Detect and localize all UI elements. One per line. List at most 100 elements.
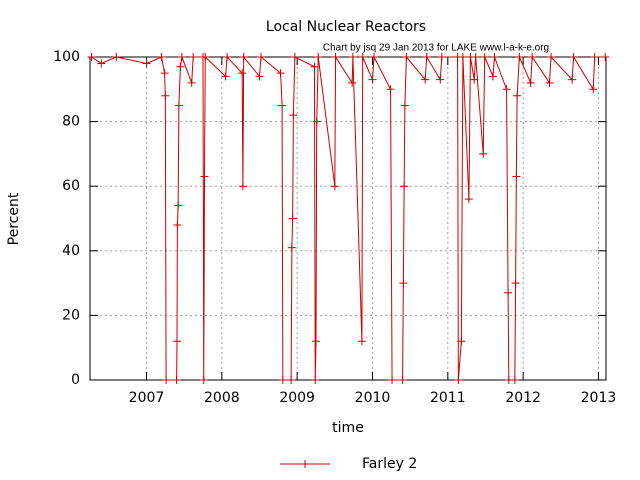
data-point: [314, 53, 323, 61]
data-point: [545, 78, 554, 87]
data-point: [311, 376, 320, 384]
x-tick-label: 2011: [430, 390, 466, 406]
data-point: [512, 172, 521, 181]
data-point: [256, 53, 265, 61]
data-point: [310, 62, 319, 71]
data-point: [388, 376, 397, 384]
data-point: [480, 53, 489, 61]
data-point: [436, 75, 445, 84]
x-tick-label: 2012: [505, 390, 541, 406]
x-tick-label: 2013: [581, 390, 617, 406]
data-point: [357, 337, 366, 346]
x-axis-label: time: [332, 420, 364, 436]
data-point: [601, 53, 610, 61]
data-point: [200, 172, 209, 181]
data-point: [87, 53, 96, 61]
data-point: [221, 72, 230, 81]
data-point: [239, 53, 248, 61]
data-point: [238, 69, 247, 78]
data-point: [255, 72, 264, 81]
data-point: [471, 53, 480, 61]
data-point: [400, 101, 409, 110]
y-tick-label: 20: [62, 307, 80, 323]
data-point: [457, 337, 466, 346]
y-tick-label: 80: [62, 114, 80, 130]
data-point: [278, 376, 287, 384]
data-point: [454, 376, 463, 384]
data-point: [172, 376, 181, 384]
data-point: [223, 53, 232, 61]
data-point: [201, 53, 210, 61]
x-tick-label: 2009: [279, 390, 315, 406]
data-point: [568, 75, 577, 84]
x-tick-label: 2008: [204, 390, 240, 406]
data-point: [112, 53, 121, 61]
data-point: [97, 59, 106, 68]
data-point: [398, 376, 407, 384]
data-point: [312, 117, 321, 126]
y-axis-label: Percent: [6, 192, 22, 245]
data-point: [289, 111, 298, 120]
data-point: [510, 376, 519, 384]
data-point: [511, 279, 520, 288]
series-line: [91, 55, 606, 381]
data-point: [479, 149, 488, 158]
data-point: [287, 376, 296, 384]
data-point: [515, 53, 524, 61]
data-point: [399, 279, 408, 288]
data-point: [331, 53, 340, 61]
data-point: [489, 72, 498, 81]
data-point: [278, 101, 287, 110]
data-point: [174, 201, 183, 210]
data-point: [348, 78, 357, 87]
legend-marker: [301, 460, 309, 468]
data-point: [369, 53, 378, 61]
data-point: [464, 195, 473, 204]
legend-label: Farley 2: [362, 456, 417, 472]
y-tick-label: 60: [62, 178, 80, 194]
data-point: [547, 53, 556, 61]
data-point: [276, 69, 285, 78]
data-point: [526, 78, 535, 87]
data-point: [162, 376, 171, 384]
data-point: [288, 214, 297, 223]
data-point: [160, 69, 169, 78]
y-tick-label: 0: [71, 372, 80, 388]
data-point: [368, 75, 377, 84]
annotation: Chart by jsq 29 Jan 2013 for LAKE www.l-…: [323, 43, 549, 54]
data-point: [513, 91, 522, 100]
data-point: [199, 376, 208, 384]
chart-title: Local Nuclear Reactors: [266, 19, 426, 35]
data-point: [348, 53, 357, 61]
data-point: [528, 53, 537, 61]
data-point: [177, 53, 186, 61]
data-point: [437, 53, 446, 61]
y-tick-label: 40: [62, 243, 80, 259]
data-point: [386, 85, 395, 94]
data-point: [189, 53, 198, 61]
data-point: [502, 85, 511, 94]
data-point: [187, 78, 196, 87]
data-point: [287, 243, 296, 252]
data-point: [174, 101, 183, 110]
data-point: [400, 182, 409, 191]
data-point: [358, 53, 367, 61]
data-point: [504, 288, 513, 297]
data-point: [176, 62, 185, 71]
data-point: [330, 182, 339, 191]
data-point: [569, 53, 578, 61]
x-tick-label: 2007: [129, 390, 165, 406]
data-point: [161, 91, 170, 100]
data-point: [458, 53, 467, 61]
data-point: [422, 53, 431, 61]
data-point: [402, 53, 411, 61]
plot-frame: [89, 56, 607, 381]
data-point: [238, 182, 247, 191]
data-point: [490, 53, 499, 61]
data-point: [590, 53, 599, 61]
data-point: [589, 85, 598, 94]
data-point: [421, 75, 430, 84]
data-point: [470, 75, 479, 84]
data-point: [290, 53, 299, 61]
